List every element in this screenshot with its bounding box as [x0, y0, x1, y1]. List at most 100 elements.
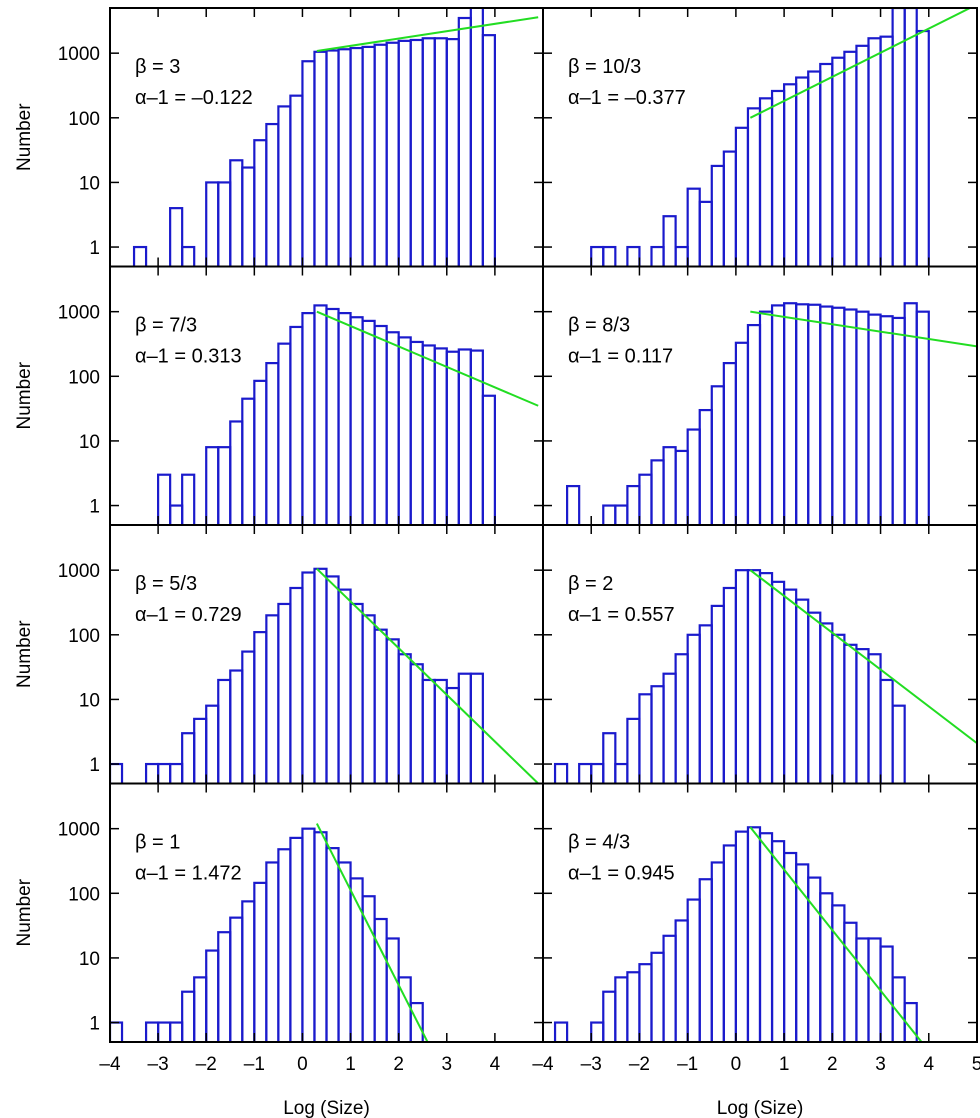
histogram-bar — [313, 831, 328, 1042]
histogram-bar — [602, 504, 617, 525]
histogram-bar — [301, 571, 316, 784]
histogram-bar — [433, 347, 448, 525]
histogram-bar — [795, 76, 810, 267]
histogram-bar — [349, 316, 364, 525]
x-tick-label: 1 — [345, 1054, 356, 1075]
histogram-bar — [277, 602, 292, 784]
histogram-bar — [313, 567, 328, 784]
x-tick-label: 2 — [393, 1054, 404, 1075]
y-axis-title: Number — [14, 878, 35, 946]
histogram-bar — [373, 43, 388, 267]
histogram-bar — [590, 762, 605, 784]
histogram-bar — [169, 1021, 184, 1042]
histogram-bar — [710, 861, 725, 1042]
histogram-bar — [229, 669, 244, 784]
histogram-bar — [229, 420, 244, 525]
histogram-bar — [734, 569, 750, 784]
histogram-bar — [265, 861, 280, 1042]
x-tick-label: 3 — [441, 1054, 452, 1075]
histogram-bar — [397, 39, 412, 267]
y-tick-label: 1000 — [58, 44, 100, 65]
histogram-bar — [181, 245, 196, 267]
histogram-bar — [421, 37, 436, 267]
histogram-bar — [217, 181, 232, 267]
histogram-bar — [698, 624, 713, 784]
histogram-bar — [903, 8, 918, 267]
histogram-bar — [181, 473, 196, 525]
histogram-bar — [734, 126, 750, 267]
histogram-bar — [241, 650, 256, 784]
histogram-bar — [205, 704, 220, 784]
panel-6 — [553, 569, 977, 784]
histogram-bar — [433, 678, 448, 784]
histogram-bar — [903, 1001, 918, 1042]
alpha-label: α–1 = –0.122 — [135, 87, 253, 109]
histogram-bar — [229, 916, 244, 1042]
y-axis-title: Number — [14, 103, 35, 171]
panel-5 — [110, 567, 539, 784]
beta-label: β = 8/3 — [568, 315, 630, 337]
histogram-bar — [831, 306, 846, 525]
histogram-bar — [626, 484, 641, 525]
histogram-bar — [662, 934, 677, 1042]
histogram-bar — [241, 900, 256, 1042]
histogram-bar — [265, 122, 280, 267]
histogram-bar — [349, 46, 364, 267]
histogram-bar — [349, 602, 364, 784]
fit-line — [316, 310, 539, 407]
histogram-bar — [289, 836, 304, 1042]
histogram-bar — [289, 94, 304, 267]
y-tick-label: 1 — [89, 1014, 100, 1035]
histogram-bar — [843, 308, 858, 525]
histogram-bar — [157, 1021, 172, 1042]
histogram-bar — [638, 963, 653, 1042]
histogram-bar — [686, 633, 701, 784]
x-tick-label: 2 — [827, 1054, 838, 1075]
beta-label: β = 10/3 — [568, 56, 641, 78]
histogram-bar — [686, 187, 701, 267]
panel-2 — [590, 8, 973, 267]
histogram-bar — [325, 847, 340, 1042]
histogram-bar — [205, 181, 220, 267]
y-tick-label: 1000 — [58, 303, 100, 324]
histogram-bar — [879, 678, 894, 784]
histogram-bar — [783, 302, 798, 525]
histogram-bar — [722, 586, 737, 784]
alpha-label: α–1 = 0.117 — [568, 346, 673, 368]
histogram-bar — [638, 473, 653, 525]
beta-label: β = 2 — [568, 573, 613, 595]
histogram-bar — [819, 62, 834, 267]
x-tick-label: 1 — [779, 1054, 790, 1075]
histogram-bar — [385, 41, 400, 267]
histogram-bar — [843, 643, 858, 784]
x-tick-label: 4 — [490, 1054, 501, 1075]
histogram-bar — [337, 312, 352, 525]
histogram-bar — [445, 686, 460, 784]
histogram-bar — [337, 588, 352, 784]
histogram-bar — [650, 459, 665, 525]
x-tick-label: –2 — [629, 1054, 650, 1075]
histogram-bar — [614, 976, 629, 1042]
histogram-bar — [867, 313, 882, 525]
histogram-bar — [590, 245, 605, 267]
histogram-bar — [626, 971, 641, 1042]
histogram-bar — [169, 504, 184, 525]
histogram-bar — [614, 762, 629, 784]
fit-line — [315, 823, 429, 1042]
histogram-bar — [698, 200, 713, 267]
histogram-bar — [481, 34, 496, 267]
histogram-bar — [734, 830, 750, 1042]
histogram-bar — [722, 844, 737, 1042]
histogram-bar — [313, 50, 328, 267]
histogram-bar — [421, 344, 436, 525]
histogram-bar — [469, 672, 484, 784]
histogram-bar — [867, 937, 882, 1042]
x-tick-label: –2 — [196, 1054, 217, 1075]
histogram-bar — [301, 60, 316, 267]
histogram-bar — [915, 29, 930, 267]
x-tick-label: 0 — [731, 1054, 742, 1075]
histogram-bar — [831, 56, 846, 267]
histogram-bar — [686, 428, 701, 525]
histogram-bar — [710, 604, 725, 784]
histogram-bar — [409, 1001, 424, 1042]
